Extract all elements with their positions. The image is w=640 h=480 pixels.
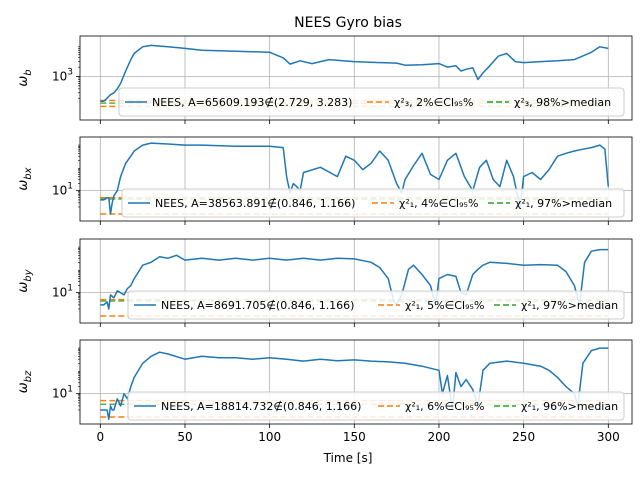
x-tick-label: 0	[96, 430, 104, 444]
legend-label-median: χ²₁, 97%>median	[515, 197, 612, 210]
y-tick-label: 101	[52, 182, 73, 198]
legend-label-ci: χ²₁, 6%∈CI₉₅%	[405, 400, 484, 413]
axes-frame	[79, 238, 633, 324]
panel-1: 101 ωbx NEES, A=38563.891∉(0.846, 1.166) χ²…	[16, 136, 633, 225]
x-tick-label: 100	[258, 430, 281, 444]
nees-series-line	[100, 44, 609, 103]
y-axis-label: ωbx	[16, 167, 34, 190]
x-tick-label: 150	[343, 430, 366, 444]
legend-label-nees: NEES, A=65609.193∉(2.729, 3.283)	[152, 96, 352, 109]
legend-label-ci: χ²₁, 4%∈CI₉₅%	[399, 197, 478, 210]
y-tick-label: 101	[52, 284, 73, 300]
axes-frame	[79, 136, 633, 222]
x-axis-label: Time [s]	[323, 451, 373, 465]
legend-label-ci: χ²₃, 2%∈CI₉₅%	[394, 96, 473, 109]
nees-series-line	[100, 347, 609, 420]
y-axis-label: ωby	[16, 268, 34, 292]
nees-series-line	[100, 248, 609, 310]
legend-label-ci: χ²₁, 5%∈CI₉₅%	[405, 299, 484, 312]
panel-0: 103 ωb NEES, A=65609.193∉(2.729, 3.283) χ²₃…	[16, 35, 633, 124]
legend-label-median: χ²₁, 97%>median	[521, 299, 618, 312]
x-tick-label: 300	[597, 430, 620, 444]
legend-label-nees: NEES, A=38563.891∉(0.846, 1.166)	[155, 197, 355, 210]
legend-box	[127, 290, 625, 320]
legend-label-median: χ²₁, 96%>median	[521, 400, 618, 413]
y-axis-label: ωbz	[16, 370, 34, 393]
legend-label-nees: NEES, A=18814.732∉(0.846, 1.166)	[161, 400, 361, 413]
y-tick-label: 101	[52, 385, 73, 401]
legend-box	[127, 391, 625, 421]
y-axis-label: ωb	[16, 69, 34, 86]
legend-label-median: χ²₃, 98%>median	[514, 96, 611, 109]
panel-2: 101 ωby NEES, A=8691.705∉(0.846, 1.166) χ²₁…	[16, 238, 633, 327]
chart-title: NEES Gyro bias	[294, 15, 402, 31]
x-tick-label: 50	[177, 430, 192, 444]
x-tick-label: 200	[428, 430, 451, 444]
y-tick-label: 103	[52, 67, 73, 83]
axes-frame	[79, 339, 633, 425]
nees-series-line	[100, 142, 610, 215]
legend-label-nees: NEES, A=8691.705∉(0.846, 1.166)	[161, 299, 354, 312]
x-tick-label: 250	[512, 430, 535, 444]
panel-3: 0 50 100 150 200 250 300 101 ωbz NEES, A=18814.73…	[16, 339, 633, 444]
